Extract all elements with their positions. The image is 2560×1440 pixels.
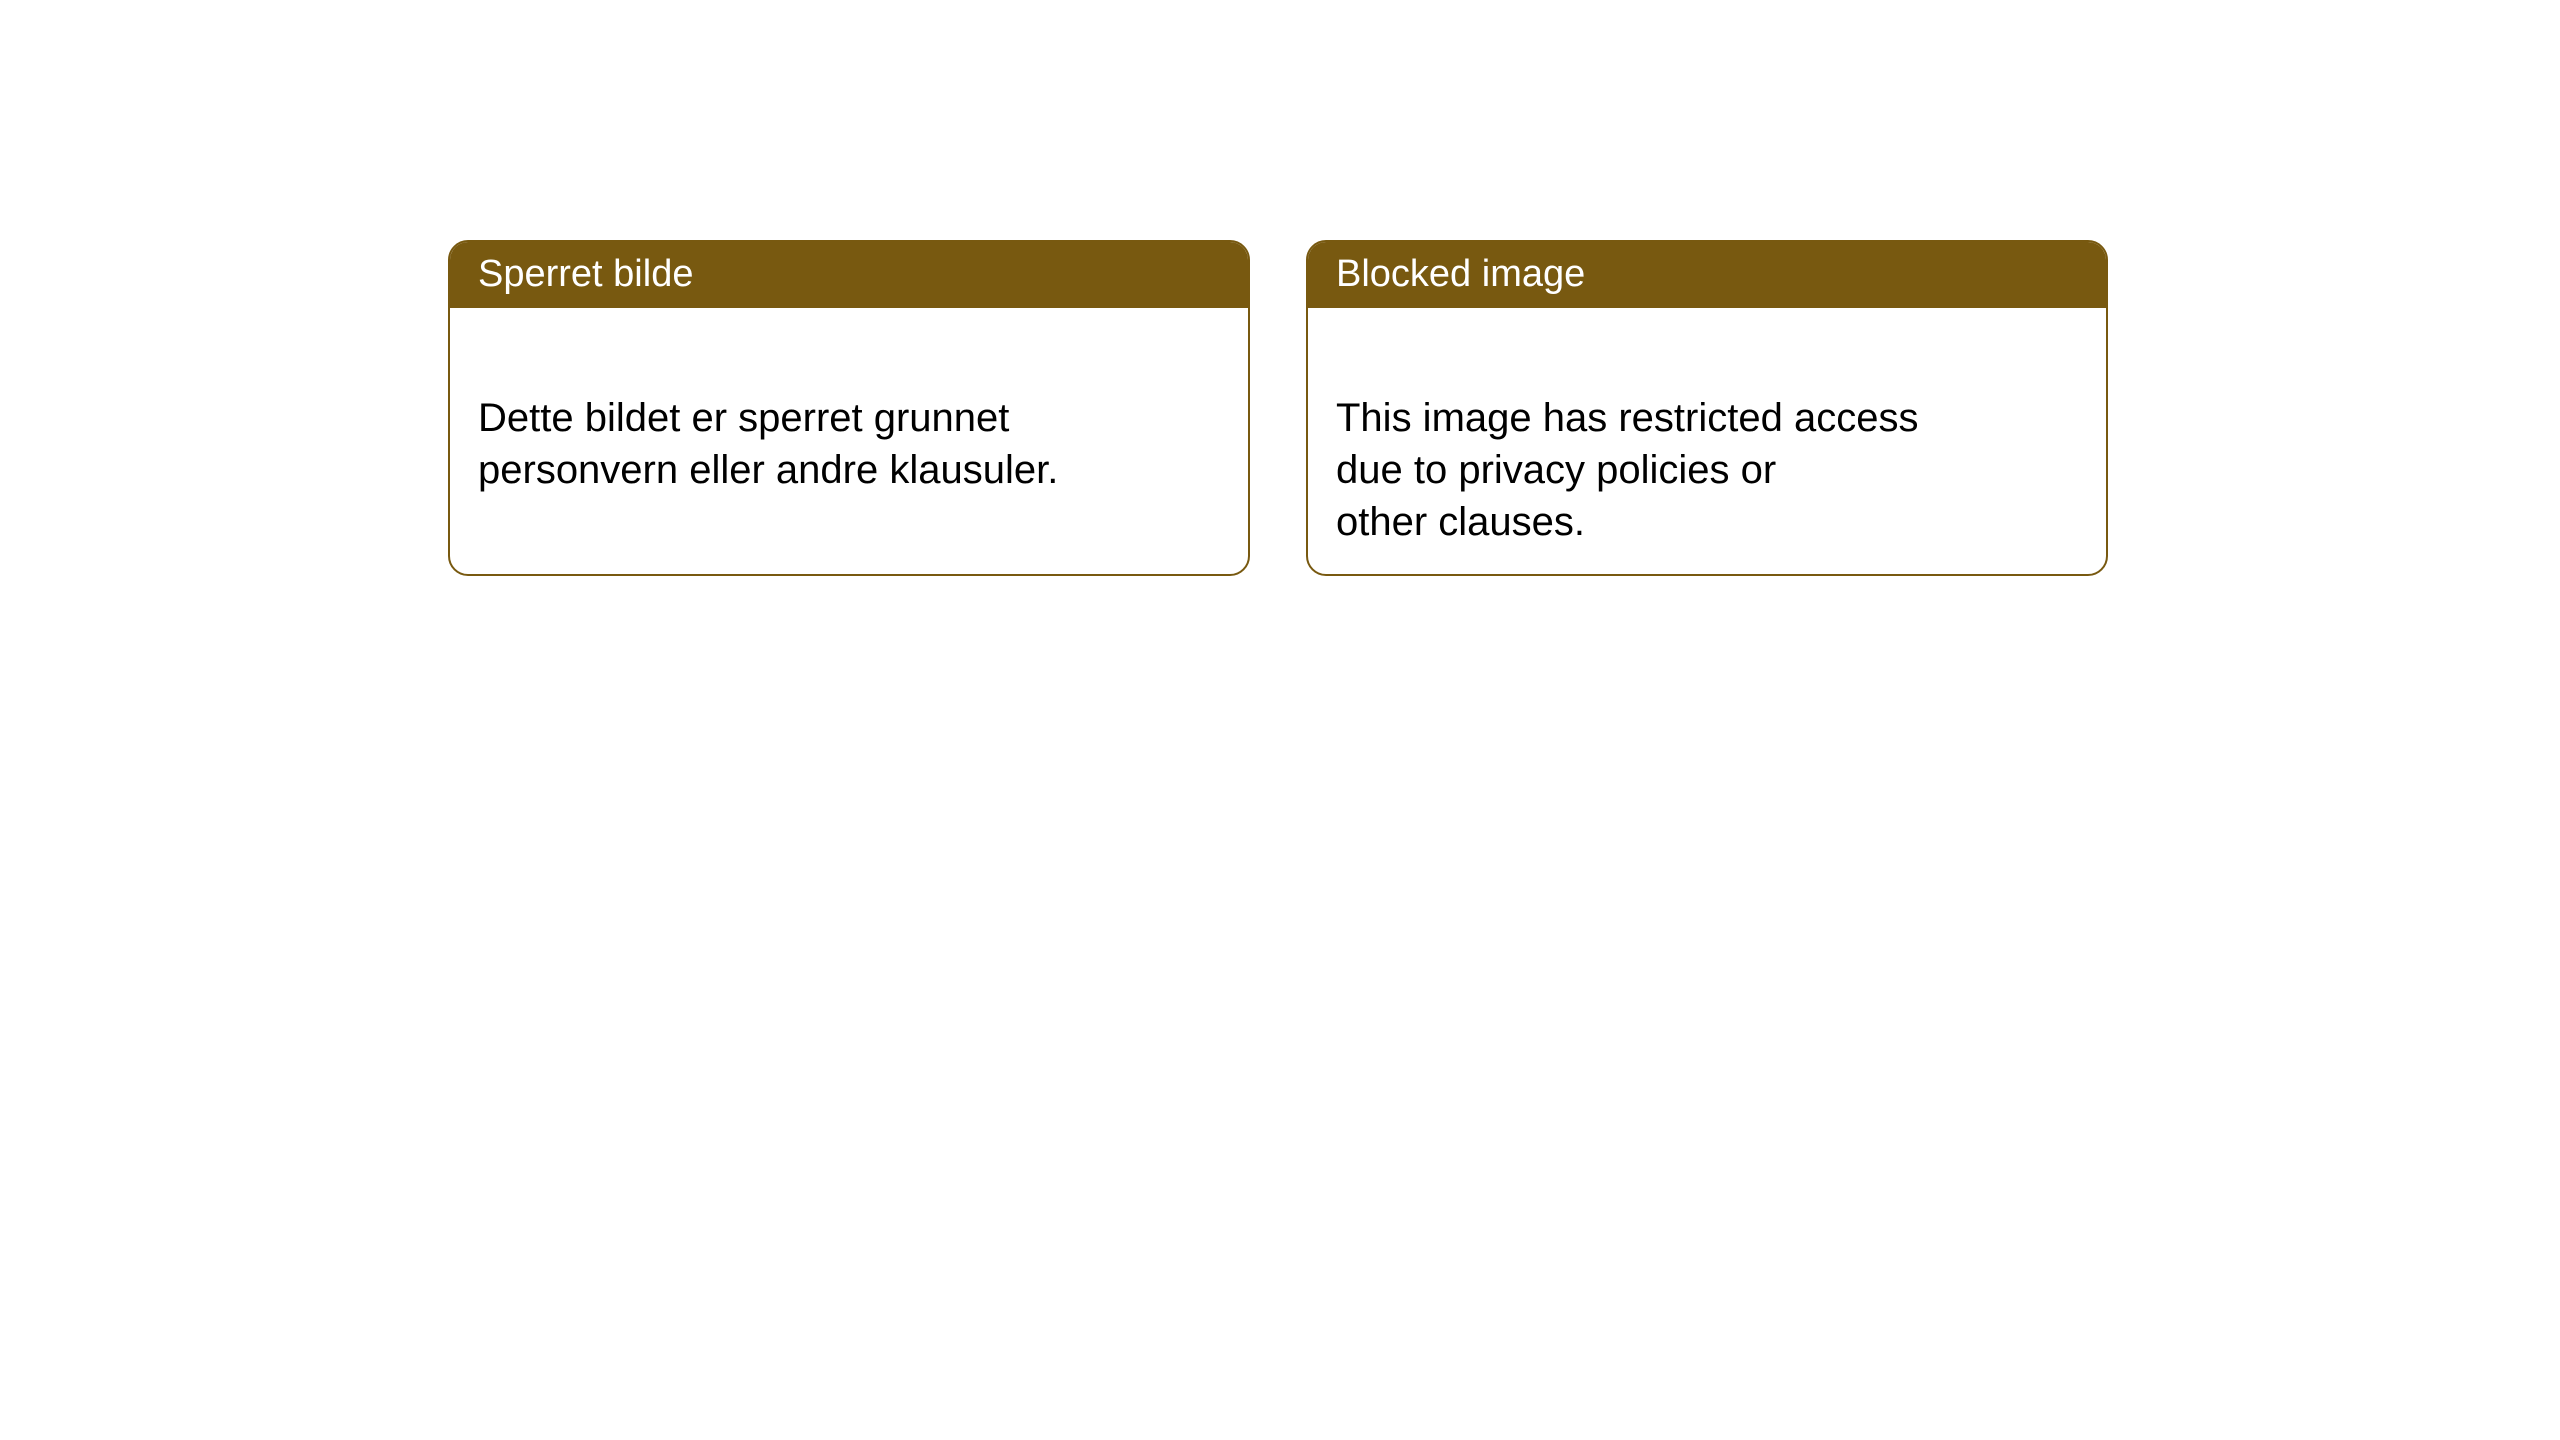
notice-cards-container: Sperret bilde Dette bildet er sperret gr… [448, 240, 2108, 576]
card-title: Blocked image [1336, 253, 1585, 295]
card-body-text: This image has restricted access due to … [1336, 396, 1918, 544]
card-title: Sperret bilde [478, 253, 693, 295]
card-body: This image has restricted access due to … [1308, 308, 2106, 576]
notice-card-norwegian: Sperret bilde Dette bildet er sperret gr… [448, 240, 1250, 576]
card-body: Dette bildet er sperret grunnet personve… [450, 308, 1248, 528]
notice-card-english: Blocked image This image has restricted … [1306, 240, 2108, 576]
card-header: Blocked image [1308, 242, 2106, 308]
card-header: Sperret bilde [450, 242, 1248, 308]
card-body-text: Dette bildet er sperret grunnet personve… [478, 396, 1058, 492]
